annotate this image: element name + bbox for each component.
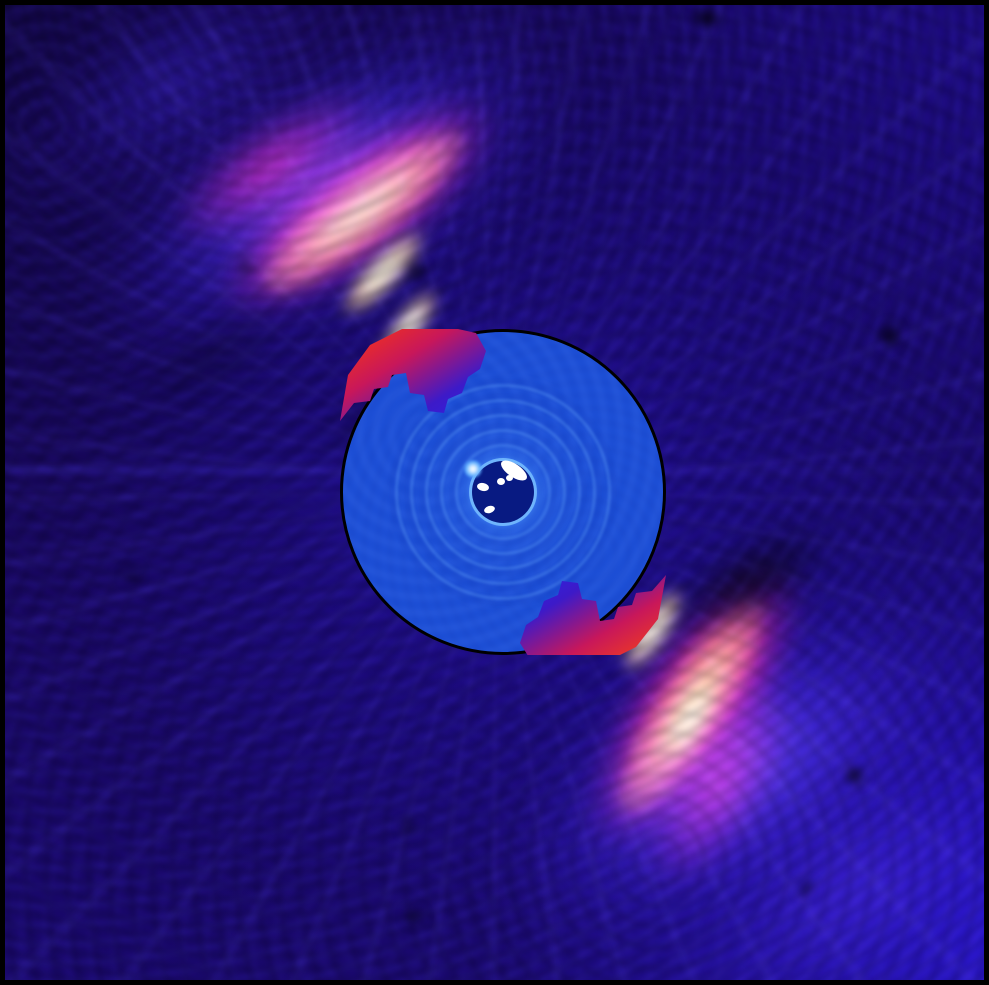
dark-blob [800,884,811,892]
dark-blob [408,912,421,921]
stop-rim-arc [483,504,496,515]
stop-rim-arc [506,475,513,481]
dark-blob [846,770,863,781]
stop-rim-arc [476,481,490,493]
dark-blob [697,12,717,23]
dark-blob [884,326,896,344]
dark-blob [127,571,137,579]
coronagraph-mask [340,329,666,655]
stop-rim-arc [497,478,505,485]
sky-background [5,5,984,980]
planet-beta-pic-b [464,460,482,478]
dark-blob [240,261,251,270]
coronagraph-mask-disk [340,329,666,655]
dark-blob [409,265,423,277]
dark-blob [404,823,414,831]
focal-plane-stop [472,456,534,523]
